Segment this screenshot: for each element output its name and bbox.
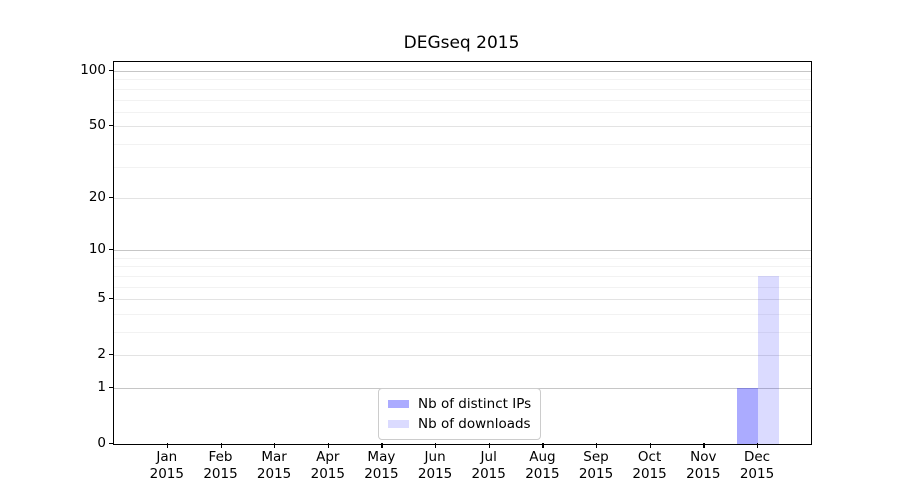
x-tick-label-may: May 2015 bbox=[349, 449, 413, 482]
x-tick-month: Jun bbox=[424, 449, 446, 465]
y-tick-mark bbox=[109, 354, 113, 356]
gridline-minor bbox=[114, 111, 811, 113]
gridline-minor bbox=[114, 286, 811, 288]
x-tick-month: Oct bbox=[637, 449, 662, 465]
gridline-minor bbox=[114, 257, 811, 259]
plot-area: Nb of distinct IPs Nb of downloads bbox=[113, 61, 812, 445]
x-tick-month: Aug bbox=[529, 449, 556, 465]
x-tick-month: Jan bbox=[156, 449, 178, 465]
gridline-minor bbox=[114, 99, 811, 101]
gridline-minor bbox=[114, 332, 811, 333]
x-tick-month: Sep bbox=[583, 449, 609, 465]
x-tick-year: 2015 bbox=[739, 465, 775, 482]
x-tick-year: 2015 bbox=[203, 465, 238, 482]
legend-swatch-distinct-ips bbox=[388, 400, 409, 408]
y-tick-label-5: 5 bbox=[97, 290, 106, 307]
x-tick-mark bbox=[220, 443, 222, 448]
bar-downloads-dec bbox=[757, 275, 780, 444]
x-tick-year: 2015 bbox=[578, 465, 614, 482]
x-tick-year: 2015 bbox=[525, 465, 560, 482]
gridline-minor bbox=[114, 275, 811, 277]
y-tick-mark bbox=[109, 298, 113, 300]
y-tick-mark bbox=[109, 70, 113, 72]
x-tick-year: 2015 bbox=[310, 465, 345, 482]
gridline-minor bbox=[114, 313, 811, 315]
x-tick-year: 2015 bbox=[471, 465, 506, 482]
gridline-minor bbox=[114, 143, 811, 145]
x-tick-year: 2015 bbox=[364, 465, 399, 482]
x-tick-mark bbox=[488, 443, 490, 448]
x-tick-month: Mar bbox=[261, 449, 287, 465]
x-tick-year: 2015 bbox=[256, 465, 292, 482]
x-tick-mark bbox=[381, 443, 383, 448]
y-tick-label-50: 50 bbox=[88, 117, 106, 134]
x-tick-mark bbox=[649, 443, 651, 448]
y-tick-mark bbox=[109, 196, 113, 199]
x-tick-label-apr: Apr 2015 bbox=[296, 449, 360, 482]
x-tick-label-aug: Aug 2015 bbox=[510, 449, 574, 482]
gridline-minor bbox=[114, 266, 811, 268]
x-tick-year: 2015 bbox=[632, 465, 667, 482]
chart-title: DEGseq 2015 bbox=[403, 33, 520, 53]
x-tick-mark bbox=[542, 443, 544, 448]
x-tick-month: Jul bbox=[480, 449, 497, 465]
legend-label-distinct-ips: Nb of distinct IPs bbox=[418, 396, 532, 412]
legend-swatch-downloads bbox=[388, 420, 409, 428]
x-tick-month: Apr bbox=[316, 449, 340, 465]
x-tick-mark bbox=[274, 443, 276, 448]
x-tick-label-oct: Oct 2015 bbox=[618, 449, 682, 482]
gridline-mid bbox=[114, 299, 811, 301]
gridline-minor bbox=[114, 88, 811, 90]
x-tick-mark bbox=[703, 443, 705, 448]
y-tick-mark bbox=[109, 443, 113, 445]
x-tick-label-feb: Feb 2015 bbox=[189, 449, 253, 482]
gridline-major bbox=[114, 71, 811, 72]
y-tick-mark bbox=[109, 387, 113, 389]
gridline-mid bbox=[114, 355, 811, 357]
x-tick-mark bbox=[327, 443, 330, 448]
x-tick-label-dec: Dec 2015 bbox=[725, 449, 789, 482]
x-tick-month: May bbox=[367, 449, 396, 465]
gridline-minor bbox=[114, 79, 811, 81]
x-tick-year: 2015 bbox=[686, 465, 721, 482]
y-tick-label-0: 0 bbox=[97, 435, 106, 451]
x-tick-mark bbox=[166, 443, 169, 448]
x-tick-month: Nov bbox=[690, 449, 717, 465]
y-tick-label-10: 10 bbox=[88, 241, 106, 258]
legend: Nb of distinct IPs Nb of downloads bbox=[378, 388, 542, 440]
x-tick-year: 2015 bbox=[149, 465, 184, 482]
bar-distinct-ips-dec bbox=[736, 388, 758, 444]
y-tick-label-20: 20 bbox=[88, 188, 106, 205]
x-tick-mark bbox=[435, 443, 437, 448]
legend-item-distinct-ips: Nb of distinct IPs bbox=[388, 394, 531, 414]
x-tick-month: Feb bbox=[208, 449, 233, 465]
y-tick-mark bbox=[109, 125, 113, 127]
x-tick-label-jun: Jun 2015 bbox=[403, 449, 467, 482]
legend-item-downloads: Nb of downloads bbox=[388, 414, 531, 434]
x-tick-mark bbox=[757, 443, 759, 448]
x-tick-mark bbox=[596, 443, 598, 448]
gridline-mid bbox=[114, 126, 811, 128]
x-tick-label-jan: Jan 2015 bbox=[135, 449, 199, 482]
x-tick-label-sep: Sep 2015 bbox=[564, 449, 628, 482]
gridline-minor bbox=[114, 166, 811, 168]
x-tick-month: Dec bbox=[743, 449, 771, 465]
legend-label-downloads: Nb of downloads bbox=[418, 416, 531, 432]
gridline-mid bbox=[114, 197, 811, 199]
y-tick-label-1: 1 bbox=[97, 379, 106, 395]
x-tick-year: 2015 bbox=[417, 465, 453, 482]
gridline-major bbox=[114, 250, 811, 252]
y-tick-mark bbox=[109, 249, 113, 251]
y-tick-label-100: 100 bbox=[80, 62, 106, 78]
x-tick-label-mar: Mar 2015 bbox=[242, 449, 306, 482]
x-tick-label-nov: Nov 2015 bbox=[671, 449, 735, 482]
y-tick-label-2: 2 bbox=[97, 346, 106, 363]
x-tick-label-jul: Jul 2015 bbox=[457, 449, 521, 482]
